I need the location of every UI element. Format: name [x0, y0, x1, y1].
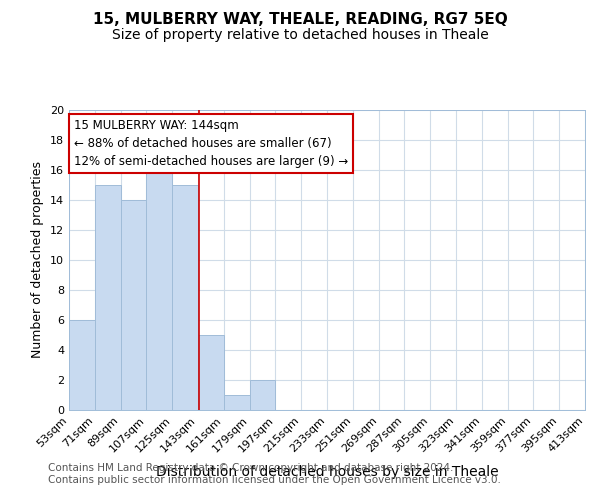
Text: 15, MULBERRY WAY, THEALE, READING, RG7 5EQ: 15, MULBERRY WAY, THEALE, READING, RG7 5…: [92, 12, 508, 28]
X-axis label: Distribution of detached houses by size in Theale: Distribution of detached houses by size …: [155, 465, 499, 479]
Bar: [172, 185, 198, 410]
Text: Size of property relative to detached houses in Theale: Size of property relative to detached ho…: [112, 28, 488, 42]
Bar: [146, 155, 172, 410]
Bar: [95, 185, 121, 410]
Bar: [250, 380, 275, 410]
Bar: [69, 320, 95, 410]
Bar: [121, 200, 146, 410]
Text: Contains HM Land Registry data © Crown copyright and database right 2024.
Contai: Contains HM Land Registry data © Crown c…: [48, 464, 501, 485]
Bar: [224, 395, 250, 410]
Y-axis label: Number of detached properties: Number of detached properties: [31, 162, 44, 358]
Bar: [198, 335, 224, 410]
Text: 15 MULBERRY WAY: 144sqm
← 88% of detached houses are smaller (67)
12% of semi-de: 15 MULBERRY WAY: 144sqm ← 88% of detache…: [74, 119, 349, 168]
